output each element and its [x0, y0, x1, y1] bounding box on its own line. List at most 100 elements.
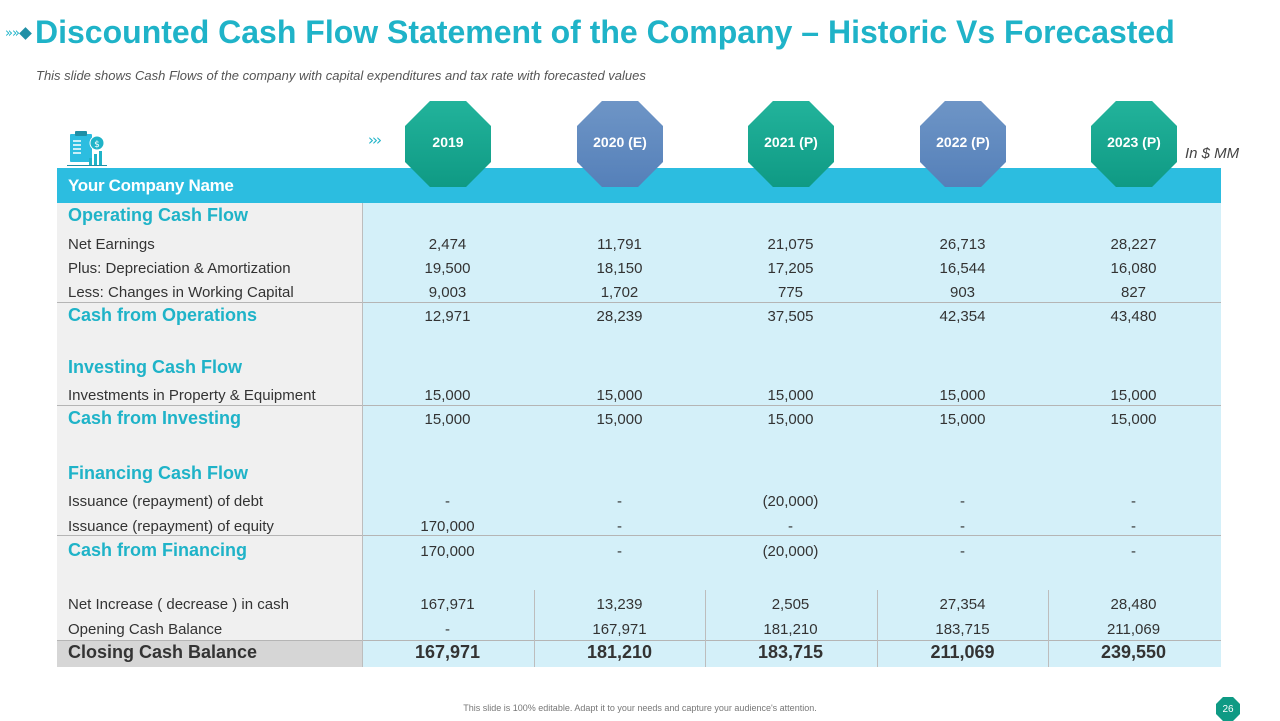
row-value: 21,075 [767, 236, 814, 253]
year-badge-2020: 2020 (E) [577, 101, 663, 187]
row-value: 15,000 [1110, 411, 1157, 428]
row-value: - [1131, 493, 1136, 510]
table-row: Opening Cash Balance - 167,971 181,210 183,7… [57, 618, 1221, 642]
row-value: 827 [1120, 284, 1147, 301]
unit-label: In $ MM [1185, 145, 1240, 162]
row-label: Opening Cash Balance [68, 621, 223, 638]
year-label: 2020 (E) [593, 134, 647, 150]
row-value: 28,480 [1110, 596, 1157, 613]
table-row: Operating Cash Flow [57, 205, 1221, 229]
page-number: 26 [1222, 703, 1234, 715]
diamond-bullet-icon [19, 27, 32, 40]
row-value: 183,715 [757, 642, 824, 662]
row-value: 11,791 [597, 236, 642, 253]
row-value: 1,702 [600, 284, 639, 301]
data-area-bg [362, 203, 1221, 667]
row-value: 42,354 [939, 308, 986, 325]
row-value: 37,505 [767, 308, 814, 325]
column-divider [362, 203, 363, 667]
row-value: - [445, 621, 450, 638]
row-value: 167,971 [592, 621, 647, 638]
row-value: 167,971 [420, 596, 475, 613]
table-row: Issuance (repayment) of equity 170,000 - - -… [57, 515, 1221, 539]
row-value: 239,550 [1100, 642, 1167, 662]
year-label: 2023 (P) [1107, 134, 1161, 150]
year-badge-2019: 2019 [405, 101, 491, 187]
column-divider [534, 590, 535, 667]
table-row: Net Earnings 2,474 11,791 21,075 26,713 28,22… [57, 233, 1221, 257]
row-value: - [960, 493, 965, 510]
svg-text:$: $ [94, 140, 100, 150]
year-badge-2021: 2021 (P) [748, 101, 834, 187]
row-value: 26,713 [939, 236, 986, 253]
row-value: (20,000) [762, 543, 819, 560]
row-value: 2,474 [428, 236, 467, 253]
footer-note: This slide is 100% editable. Adapt it to… [463, 703, 817, 713]
table-row: Investments in Property & Equipment 15,00… [57, 384, 1221, 408]
page-number-badge: 26 [1216, 697, 1240, 721]
row-value: - [617, 493, 622, 510]
year-label: 2021 (P) [764, 134, 818, 150]
row-label: Financing Cash Flow [68, 463, 249, 483]
table-row: Cash from Investing 15,000 15,000 15,000 15,… [57, 408, 1221, 432]
row-label: Closing Cash Balance [68, 642, 258, 662]
row-value: - [617, 518, 622, 535]
row-value: (20,000) [762, 493, 819, 510]
row-value: - [788, 518, 793, 535]
row-divider [57, 405, 1221, 406]
year-label: 2019 [432, 134, 464, 150]
row-label: Issuance (repayment) of debt [68, 493, 264, 510]
row-value: 15,000 [1110, 387, 1157, 404]
row-value: - [960, 543, 965, 560]
row-value: 2,505 [771, 596, 810, 613]
row-value: 181,210 [763, 621, 818, 638]
title-arrows-icon: »» [5, 26, 20, 41]
row-value: 28,227 [1110, 236, 1157, 253]
table-row: Cash from Operations 12,971 28,239 37,505 42… [57, 305, 1221, 329]
row-value: 12,971 [424, 308, 471, 325]
row-label: Less: Changes in Working Capital [68, 284, 294, 301]
row-value: 13,239 [596, 596, 643, 613]
closing-label-bg [57, 641, 362, 667]
row-value: 15,000 [767, 387, 814, 404]
table-row: Plus: Depreciation & Amortization 19,500 1… [57, 257, 1221, 281]
row-value: 15,000 [939, 387, 986, 404]
row-value: 170,000 [420, 518, 475, 535]
row-label: Operating Cash Flow [68, 205, 249, 225]
row-value: 43,480 [1110, 308, 1157, 325]
row-value: 211,069 [930, 642, 995, 662]
row-value: 28,239 [596, 308, 643, 325]
row-label: Net Increase ( decrease ) in cash [68, 596, 289, 613]
row-value: - [617, 543, 622, 560]
table-row: Issuance (repayment) of debt - - (20,000) - - [57, 490, 1221, 514]
row-label: Cash from Financing [68, 540, 248, 560]
row-value: 170,000 [420, 543, 475, 560]
row-value: 211,069 [1106, 621, 1161, 638]
row-value: 15,000 [596, 411, 643, 428]
row-value: - [445, 493, 450, 510]
row-value: 18,150 [596, 260, 643, 277]
row-divider [57, 535, 1221, 536]
row-divider [57, 302, 1221, 303]
row-value: 17,205 [767, 260, 814, 277]
company-name: Your Company Name [68, 176, 234, 195]
row-value: - [1131, 518, 1136, 535]
table-row: Financing Cash Flow [57, 463, 1221, 487]
row-value: 9,003 [428, 284, 467, 301]
row-value: 15,000 [424, 411, 471, 428]
row-value: 15,000 [596, 387, 643, 404]
row-label: Plus: Depreciation & Amortization [68, 260, 291, 277]
row-label: Cash from Operations [68, 305, 258, 325]
row-divider [57, 640, 1221, 641]
table-row: Investing Cash Flow [57, 357, 1221, 381]
row-label: Investments in Property & Equipment [68, 387, 316, 404]
table-row: Net Increase ( decrease ) in cash 167,971… [57, 593, 1221, 617]
label-column-bg [57, 203, 362, 641]
table-row: Closing Cash Balance 167,971 181,210 183,71… [57, 642, 1221, 666]
row-value: 775 [777, 284, 804, 301]
row-value: 183,715 [935, 621, 990, 638]
year-badge-2023: 2023 (P) [1091, 101, 1177, 187]
row-value: 15,000 [939, 411, 986, 428]
row-value: - [960, 518, 965, 535]
row-value: 167,971 [414, 642, 481, 662]
